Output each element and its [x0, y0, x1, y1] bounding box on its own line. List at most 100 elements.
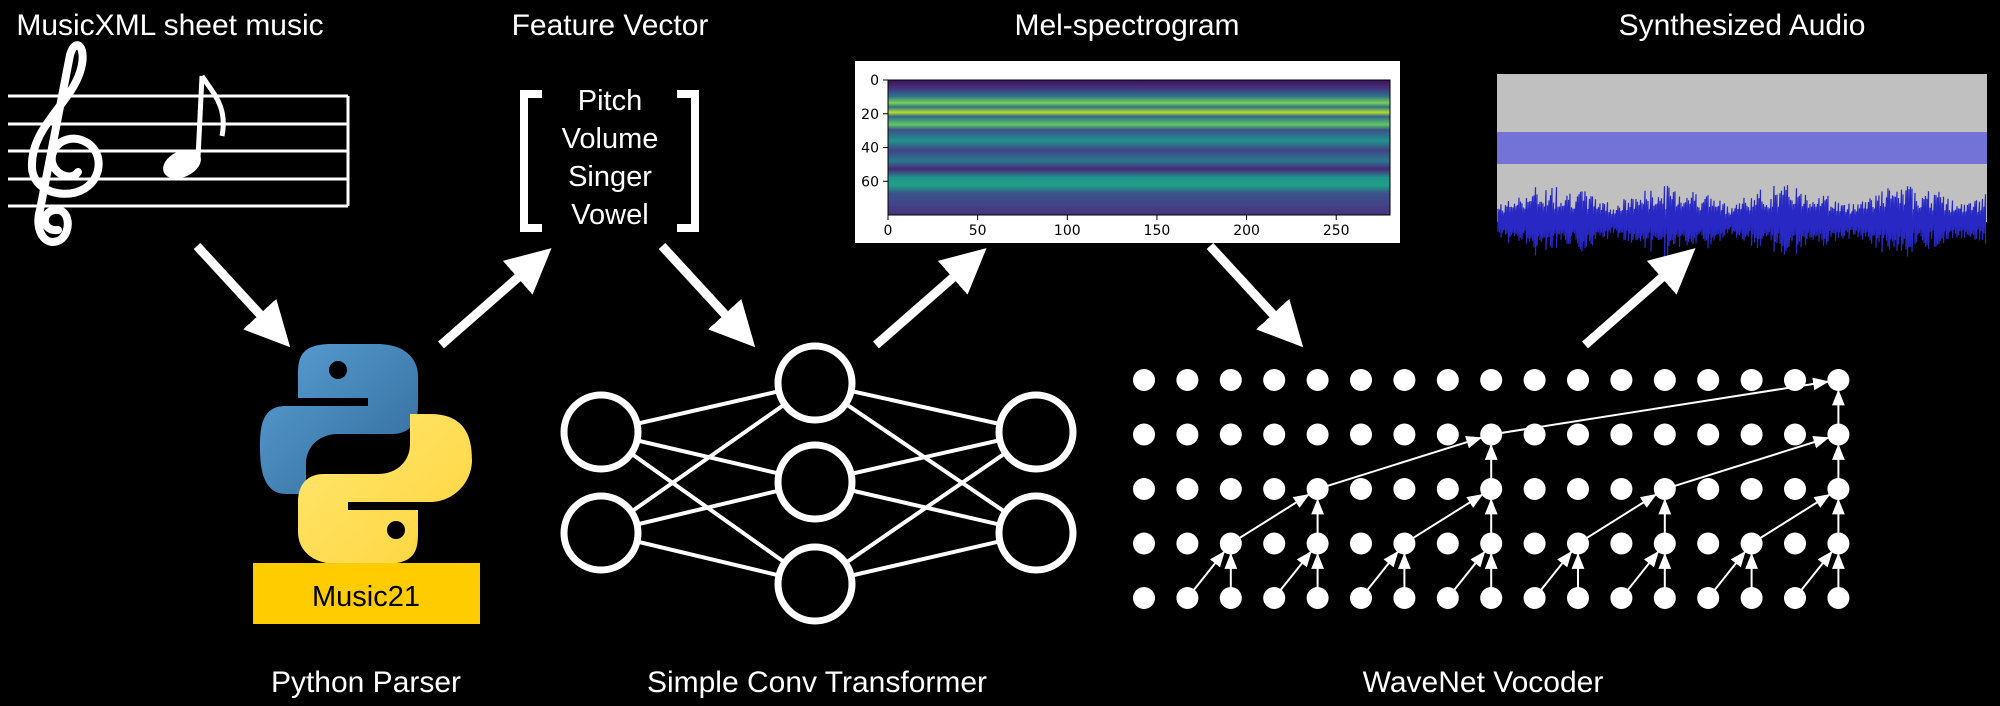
nn-edge — [599, 381, 817, 535]
wavenet-node — [1350, 369, 1372, 391]
wavenet-node — [1219, 532, 1242, 555]
wavenet-node — [1436, 478, 1459, 500]
wavenet-node — [1306, 587, 1329, 609]
wavenet-node — [1176, 369, 1199, 391]
wavenet-node — [1393, 423, 1416, 446]
wavenet-node — [1610, 478, 1633, 500]
wavenet-node — [1219, 423, 1242, 446]
eighth-note-icon — [163, 74, 226, 179]
sheet-music-label: MusicXML sheet music — [16, 9, 323, 42]
nn-node — [560, 391, 642, 473]
wavenet-node — [1480, 423, 1503, 446]
wavenet-node — [1653, 532, 1676, 555]
wavenet-node — [1436, 532, 1459, 555]
wavenet-node — [1740, 587, 1763, 609]
wavenet-node — [1567, 587, 1589, 609]
left-bracket — [520, 90, 542, 232]
wavenet-node — [1350, 478, 1372, 500]
wavenet-node — [1306, 423, 1329, 446]
right-bracket — [677, 90, 699, 232]
wavenet-node — [1827, 532, 1850, 555]
music21-badge — [253, 563, 480, 624]
wavenet-node — [1133, 369, 1155, 391]
wavenet-node — [1176, 587, 1199, 609]
wavenet-node — [1610, 423, 1633, 446]
wavenet-node — [1653, 478, 1676, 500]
wavenet-node — [1393, 369, 1416, 391]
wavenet-node — [1480, 478, 1503, 500]
wavenet-node — [1784, 369, 1806, 391]
wavenet-node — [1436, 423, 1459, 446]
wavenet-node — [1697, 423, 1720, 446]
y-tick-label: 20 — [861, 107, 879, 123]
wavenet-node — [1350, 423, 1372, 446]
wavenet-node — [1523, 532, 1546, 555]
wavenet-node — [1263, 369, 1286, 391]
wavenet-node — [1393, 478, 1416, 500]
python-parser-label: Python Parser — [271, 666, 461, 699]
nn-edge — [813, 430, 1038, 586]
wavenet-node — [1436, 369, 1459, 391]
wavenet-edge — [1539, 550, 1573, 592]
wavenet-node — [1610, 532, 1633, 555]
wavenet-node — [1784, 587, 1806, 609]
wavenet-node — [1567, 423, 1589, 446]
wavenet-node — [1219, 478, 1242, 500]
wavenet-node — [1740, 369, 1763, 391]
wavenet-edge — [1365, 550, 1399, 592]
wavenet-node — [1827, 423, 1850, 446]
mel-spectrogram-label: Mel-spectrogram — [1014, 9, 1239, 42]
x-tick-label: 100 — [1054, 223, 1081, 239]
wavenet-node — [1567, 369, 1589, 391]
wavenet-edge — [1799, 550, 1833, 592]
wavenet-node — [1480, 532, 1503, 555]
wavenet-node — [1306, 369, 1329, 391]
wavenet-node — [1133, 532, 1155, 555]
wavenet-node — [1133, 587, 1155, 609]
wavenet-node — [1610, 369, 1633, 391]
wavenet-edge — [1411, 493, 1484, 540]
wavenet-node — [1697, 369, 1720, 391]
y-tick-label: 0 — [870, 73, 879, 89]
wavenet-node — [1176, 478, 1199, 500]
wavenet-node — [1306, 478, 1329, 500]
synthesized-audio-label: Synthesized Audio — [1619, 9, 1866, 42]
wavenet-edge — [1499, 377, 1830, 435]
neural-network — [560, 342, 1077, 625]
wavenet-node — [1393, 587, 1416, 609]
wavenet-node — [1306, 532, 1329, 555]
wavenet-node — [1436, 587, 1459, 609]
wavenet-node — [1219, 587, 1242, 609]
wavenet-vocoder-label: WaveNet Vocoder — [1363, 666, 1604, 699]
wavenet-node — [1176, 532, 1199, 555]
arrow-parser-to-features — [438, 248, 552, 349]
feature-vector: Pitch Volume Singer Vowel — [520, 85, 699, 232]
wavenet-edge — [1279, 550, 1312, 592]
wavenet-node — [1133, 478, 1155, 500]
wavenet-node — [1219, 369, 1242, 391]
wavenet-node — [1480, 587, 1503, 609]
x-tick-label: 0 — [884, 223, 893, 239]
waveform-signal — [1497, 185, 1987, 257]
x-tick-label: 150 — [1144, 223, 1171, 239]
wavenet-edge — [1585, 493, 1657, 540]
wavenet-node — [1567, 478, 1589, 500]
wavenet-node — [1697, 587, 1720, 609]
wavenet-node — [1480, 369, 1503, 391]
feature-item: Pitch — [578, 85, 642, 117]
feature-item: Volume — [562, 123, 659, 155]
nn-node — [560, 492, 642, 574]
wavenet-edge — [1713, 550, 1746, 592]
wavenet-node — [1263, 532, 1286, 555]
conv-transformer-label: Simple Conv Transformer — [647, 666, 987, 699]
wavenet-node — [1263, 587, 1286, 609]
wavenet-node — [1263, 478, 1286, 500]
wavenet-node — [1176, 423, 1199, 446]
x-tick-label: 200 — [1233, 223, 1260, 239]
wavenet-edge — [1626, 550, 1659, 592]
feature-item: Singer — [568, 161, 652, 193]
wavenet-node — [1697, 478, 1720, 500]
wavenet-node — [1350, 587, 1372, 609]
wavenet-node — [1567, 532, 1589, 555]
wavenet-node — [1740, 423, 1763, 446]
